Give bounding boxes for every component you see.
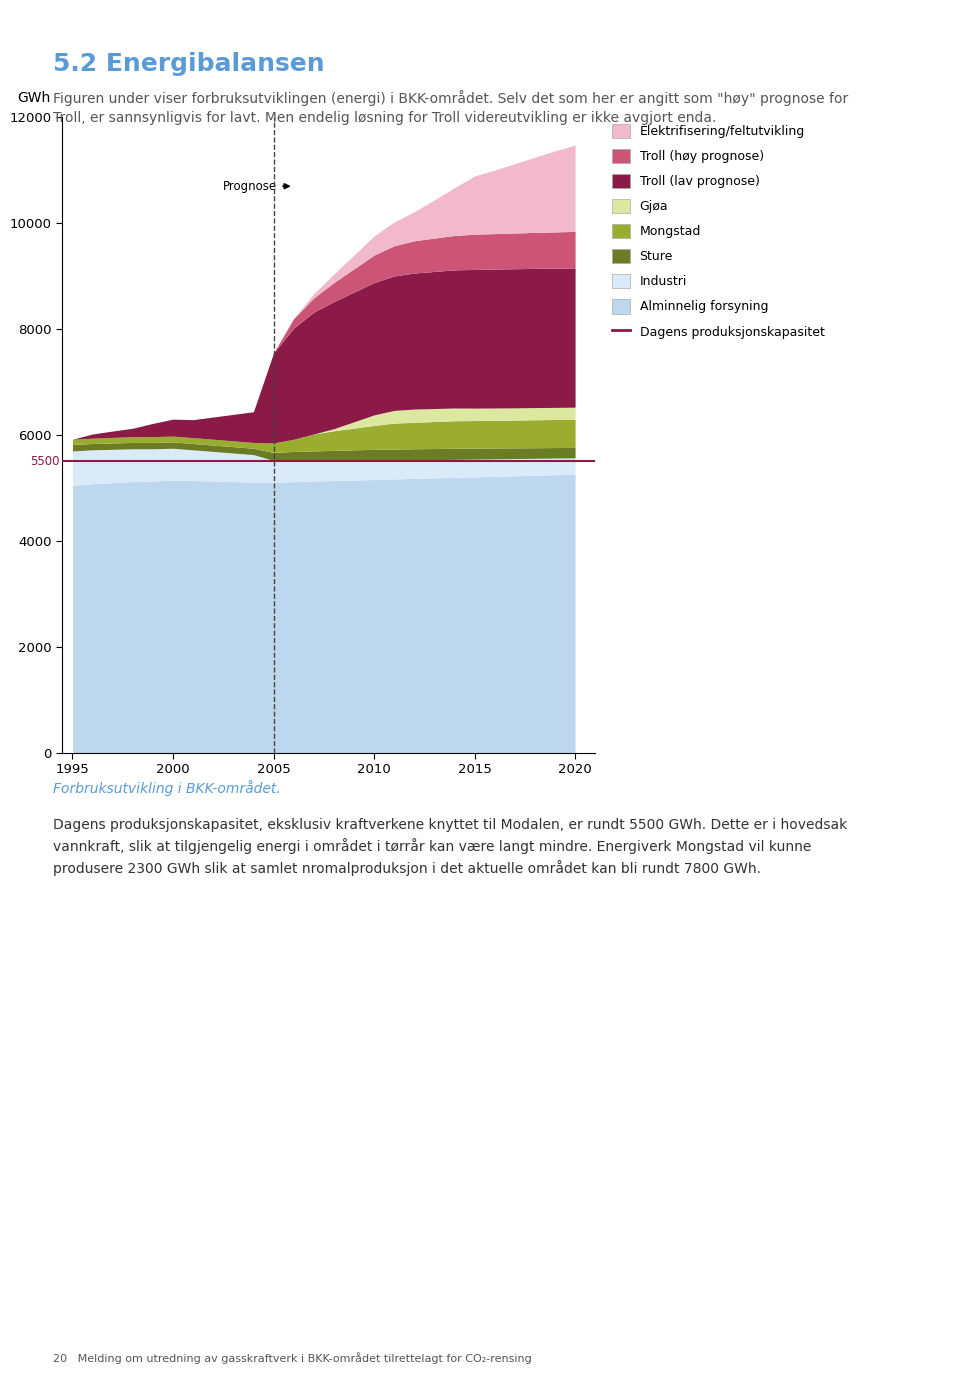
Legend: Elektrifisering/feltutvikling, Troll (høy prognose), Troll (lav prognose), Gjøa,: Elektrifisering/feltutvikling, Troll (hø… [612,124,825,338]
Text: Prognose: Prognose [224,180,289,193]
Text: Figuren under viser forbruksutviklingen (energi) i BKK-området. Selv det som her: Figuren under viser forbruksutviklingen … [53,90,848,126]
Text: GWh: GWh [17,91,50,105]
Text: 20   Melding om utredning av gasskraftverk i BKK-området tilrettelagt for CO₂-re: 20 Melding om utredning av gasskraftverk… [53,1352,532,1364]
Text: 5500: 5500 [30,454,60,468]
Text: Forbruksutvikling i BKK-området.: Forbruksutvikling i BKK-området. [53,780,280,797]
Text: 5.2 Energibalansen: 5.2 Energibalansen [53,52,324,76]
Text: Dagens produksjonskapasitet, eksklusiv kraftverkene knyttet til Modalen, er rund: Dagens produksjonskapasitet, eksklusiv k… [53,818,847,877]
